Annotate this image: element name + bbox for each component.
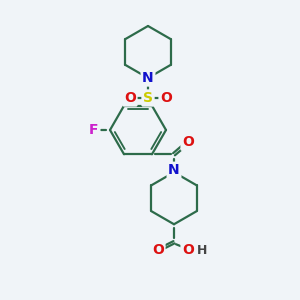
Text: O: O: [152, 243, 164, 257]
Text: H: H: [197, 244, 207, 257]
Text: N: N: [142, 71, 154, 85]
Text: O: O: [124, 91, 136, 105]
Text: O: O: [160, 91, 172, 105]
Text: S: S: [143, 91, 153, 105]
Text: N: N: [168, 163, 180, 177]
Text: F: F: [89, 123, 99, 137]
Text: O: O: [182, 243, 194, 257]
Text: O: O: [182, 135, 194, 149]
